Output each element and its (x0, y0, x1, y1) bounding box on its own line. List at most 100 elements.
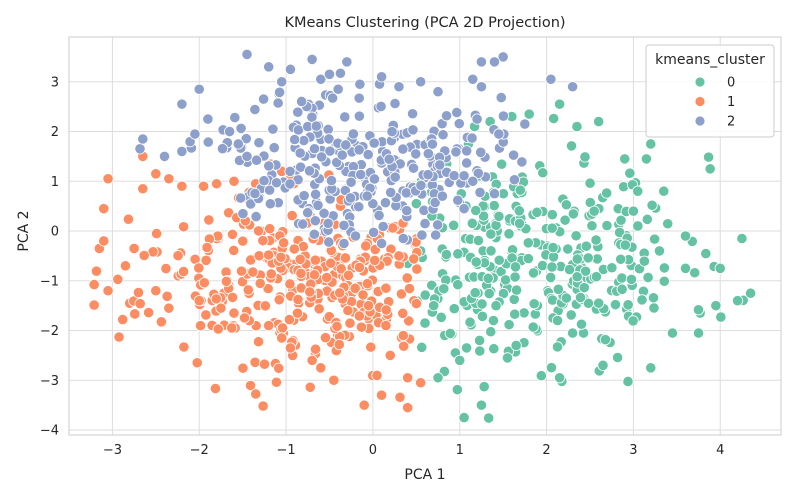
data-point (662, 218, 674, 230)
data-point (202, 136, 214, 148)
data-point (263, 160, 275, 172)
data-point (220, 275, 232, 287)
data-point (458, 170, 470, 182)
data-point (476, 310, 489, 322)
data-point (358, 399, 370, 411)
data-point (509, 308, 521, 320)
data-point (338, 237, 350, 250)
data-point (474, 345, 486, 357)
data-point (485, 228, 497, 240)
data-point (360, 240, 372, 252)
y-tick-label: −1 (40, 274, 59, 289)
data-point (113, 331, 125, 343)
data-point (499, 274, 512, 286)
data-point (636, 294, 648, 306)
data-point (349, 230, 362, 242)
data-point (328, 374, 340, 386)
data-point (483, 287, 495, 300)
data-point (284, 342, 297, 354)
data-point (503, 319, 515, 331)
data-point (385, 186, 397, 199)
data-point (334, 287, 346, 299)
data-point (241, 150, 253, 162)
data-point (237, 235, 249, 247)
data-point (522, 253, 534, 265)
data-point (273, 294, 285, 306)
data-point (736, 232, 748, 245)
data-point (488, 56, 501, 68)
data-point (102, 285, 114, 297)
x-axis-label: PCA 1 (404, 467, 445, 483)
data-point (609, 299, 622, 311)
data-point (454, 354, 466, 366)
data-point (322, 217, 334, 229)
data-point (380, 282, 392, 294)
data-point (528, 298, 540, 310)
data-point (483, 412, 495, 424)
data-point (448, 170, 460, 182)
data-point (393, 250, 405, 262)
data-point (507, 149, 520, 161)
data-point (292, 124, 304, 136)
data-point (178, 221, 190, 233)
data-point (344, 317, 356, 329)
data-point (384, 349, 396, 361)
data-point (128, 242, 140, 255)
data-point (203, 214, 215, 226)
data-point (619, 239, 631, 251)
data-point (283, 313, 296, 326)
data-point (470, 256, 482, 268)
data-point (501, 352, 514, 364)
data-point (469, 287, 481, 299)
data-point (226, 322, 238, 334)
data-point (288, 243, 300, 255)
data-point (461, 145, 473, 157)
data-point (397, 307, 409, 319)
data-point (545, 362, 558, 374)
x-tick-label: −1 (276, 443, 295, 458)
data-point (319, 332, 332, 344)
data-point (347, 128, 359, 140)
data-point (597, 359, 609, 371)
data-point (548, 112, 560, 125)
data-point (616, 283, 628, 295)
data-point (232, 138, 244, 150)
data-point (291, 307, 304, 319)
data-point (560, 292, 572, 304)
data-point (646, 199, 658, 211)
data-point (316, 151, 328, 163)
data-point (408, 253, 420, 265)
data-point (482, 272, 494, 284)
data-point (452, 279, 464, 291)
x-tick-label: 3 (629, 443, 637, 458)
data-point (514, 184, 526, 196)
data-point (407, 124, 419, 136)
data-point (472, 167, 484, 179)
data-point (88, 299, 100, 311)
data-point (176, 180, 188, 192)
data-point (493, 210, 505, 222)
data-point (653, 245, 666, 257)
y-tick-label: −4 (40, 424, 59, 439)
data-point (333, 338, 345, 351)
data-point (323, 133, 335, 145)
data-point (244, 379, 257, 392)
data-point (262, 249, 275, 261)
data-point (198, 277, 210, 289)
data-point (389, 97, 401, 110)
data-point (679, 262, 692, 274)
data-point (98, 203, 110, 215)
legend-title: kmeans_cluster (655, 52, 765, 68)
data-point (461, 342, 473, 354)
data-point (640, 153, 653, 165)
data-point (475, 399, 488, 411)
data-point (339, 111, 351, 123)
data-point (658, 185, 670, 197)
data-point (580, 240, 592, 252)
data-point (453, 118, 465, 130)
data-point (250, 210, 262, 223)
data-point (355, 321, 368, 333)
x-tick-label: 4 (716, 443, 724, 458)
data-point (397, 143, 409, 155)
